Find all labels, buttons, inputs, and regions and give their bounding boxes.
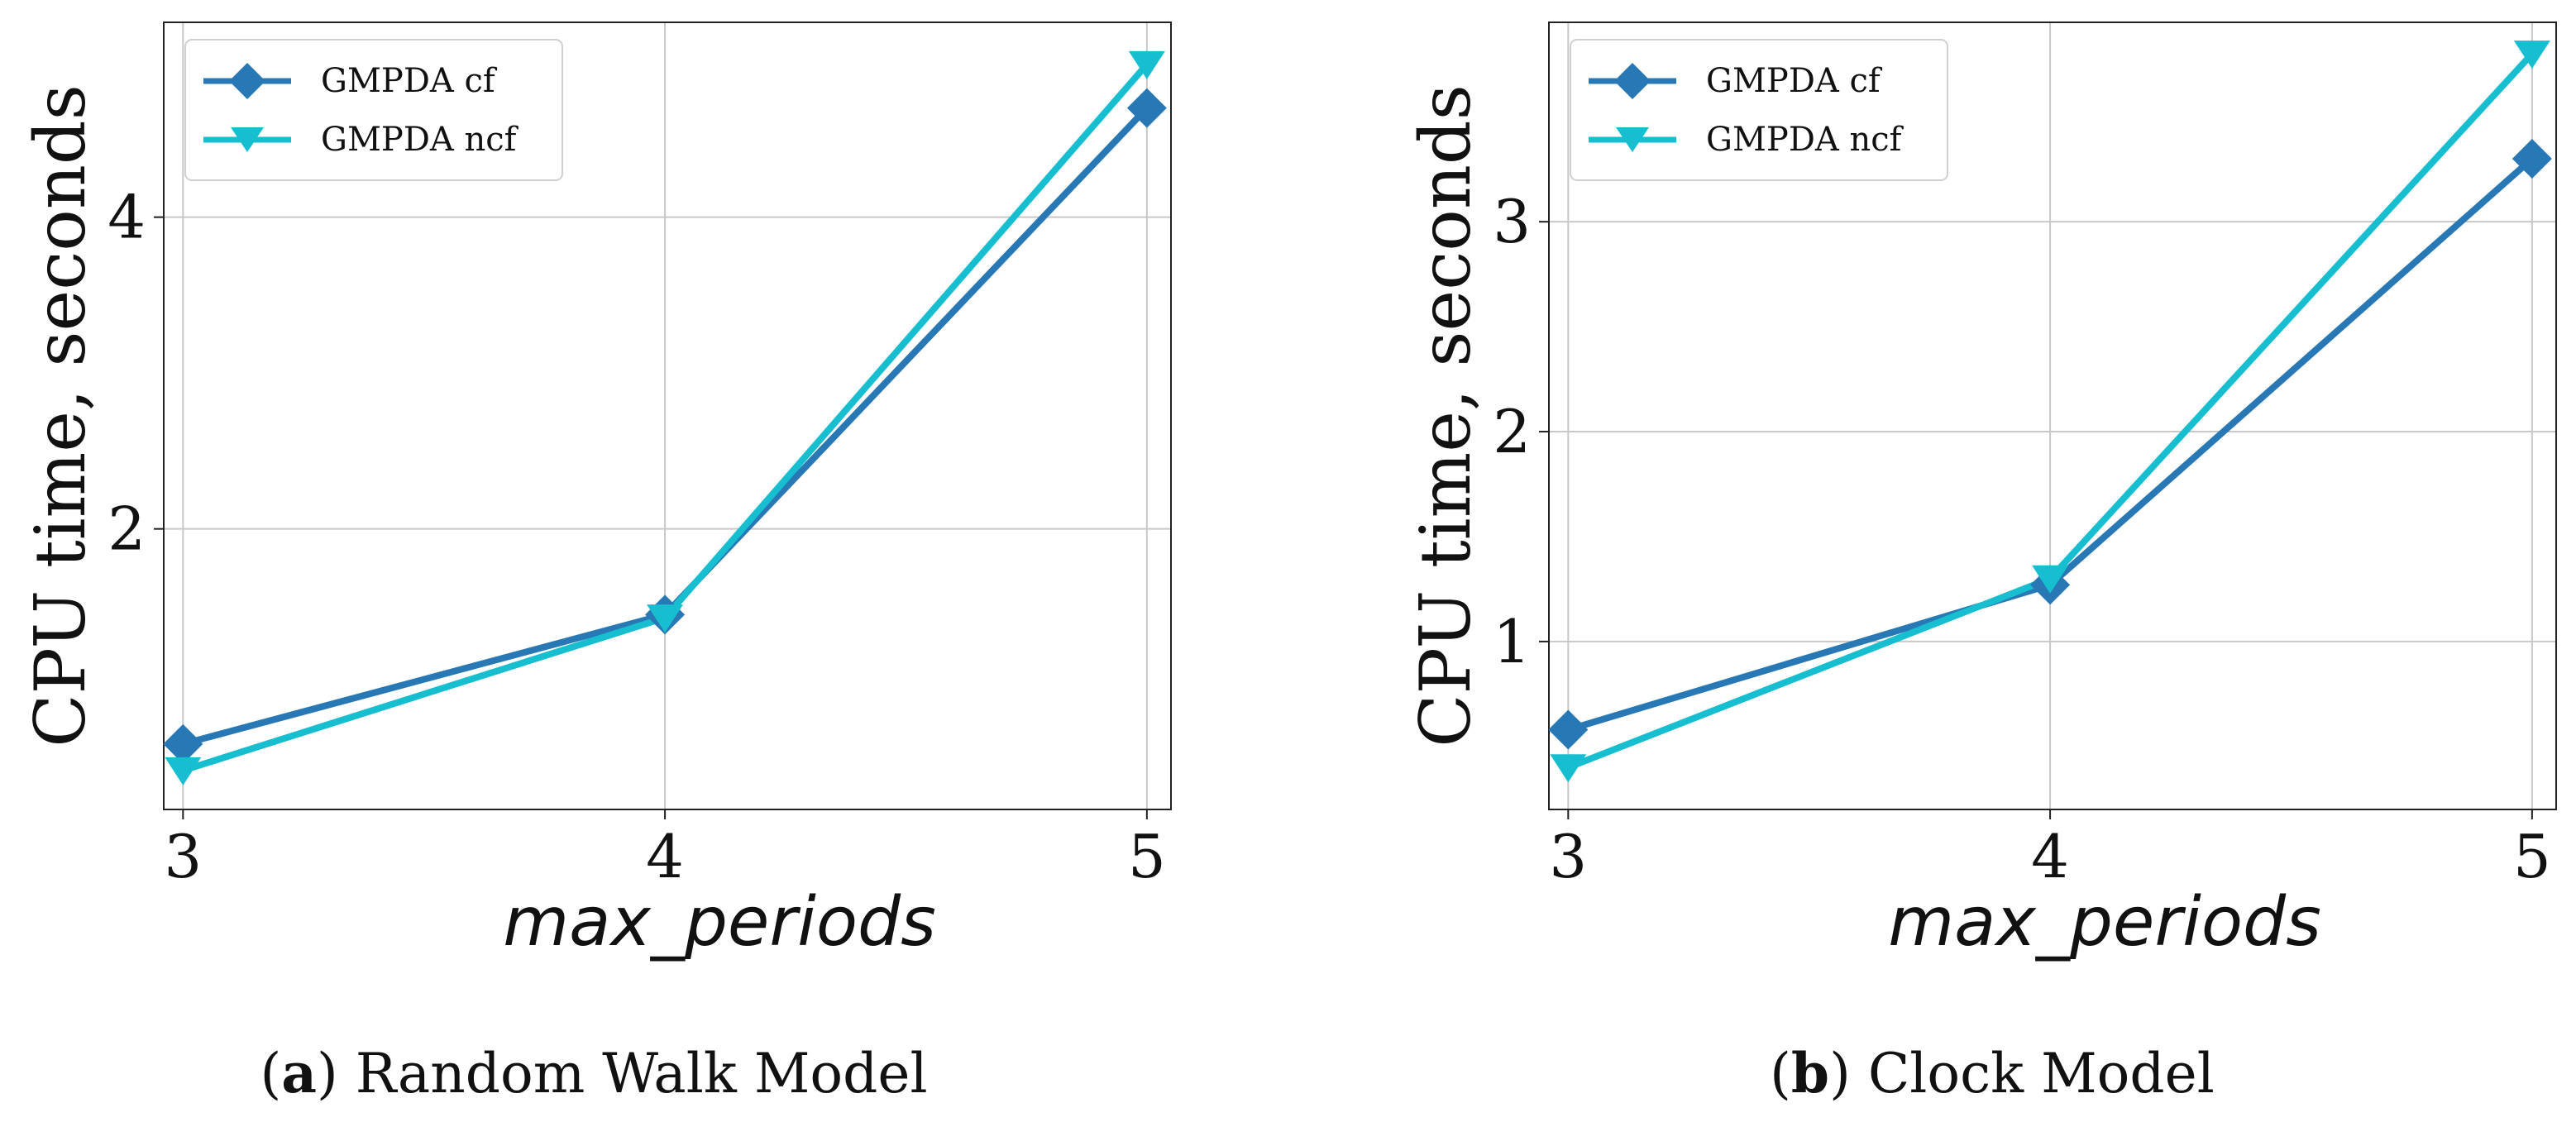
panel-b-legend-box [1570,39,1948,181]
panel-a-plot-frame [163,21,1172,810]
panel-a-point-gmpda-ncf-x3 [165,757,202,785]
panel-b-plot-frame [1548,21,2557,810]
panel-a-x-tick-label: 4 [646,822,684,891]
panel-a-point-gmpda-ncf-x4 [647,604,684,633]
panel-a-legend-label-cf: GMPDA cf [321,62,498,100]
panel-b-caption-label: b [1791,1041,1829,1105]
panel-b-y-tick-label: 2 [1493,397,1531,466]
panel-a-caption-label: a [281,1041,317,1105]
panel-a-legend-marker-cf [229,63,265,99]
panel-b-x-axis-label: max_periods [1888,883,2321,962]
panel-b-y-tick-label: 1 [1493,607,1531,676]
panel-b-point-gmpda-cf-x3 [1548,709,1589,750]
panel-b-point-gmpda-ncf-x3 [1550,754,1587,783]
panel-b-legend: GMPDA cf GMPDA ncf [1570,39,1948,181]
panel-a-y-tick-label: 4 [108,183,146,252]
panel-b-caption: (b) Clock Model [1770,1041,2215,1105]
panel-a-y-axis-label: CPU time, seconds [20,84,101,747]
panel-b-point-gmpda-ncf-x4 [2032,565,2069,594]
panel-b-y-axis-label: CPU time, seconds [1405,84,1486,747]
panel-b-x-tick-label: 4 [2031,822,2069,891]
panel-a-grid [164,22,1171,809]
panel-a-point-gmpda-cf-x3 [163,723,203,764]
panel-a-legend: GMPDA cf GMPDA ncf [184,39,563,181]
panel-b-x-tick-label: 3 [1549,822,1587,891]
panel-a-x-axis-label: max_periods [503,883,936,962]
panel-b-x-tick-label: 5 [2513,822,2551,891]
panel-b-y-tick-label: 3 [1493,187,1531,256]
panel-b-legend-marker-ncf [1616,127,1649,152]
panel-b-point-gmpda-ncf-x5 [2513,41,2550,69]
panel-a-y-tick-label: 2 [108,494,146,564]
panel-a-legend-label-ncf: GMPDA ncf [321,121,519,159]
panel-a-x-tick-label: 5 [1128,822,1166,891]
panel-a: 3 4 5 2 4 CPU time, seconds max_periods GMP… [20,21,1172,1105]
panel-b-legend-label-ncf: GMPDA ncf [1706,121,1905,159]
panel-b-legend-label-cf: GMPDA cf [1706,62,1883,100]
panel-b-caption-text: Clock Model [1868,1042,2215,1105]
panel-b: 3 4 5 1 2 3 CPU time, seconds max_periods GM… [1405,21,2557,1105]
panel-b-legend-marker-cf [1614,63,1651,99]
panel-a-point-gmpda-cf-x5 [1126,88,1167,128]
panel-a-caption-text: Random Walk Model [356,1042,928,1105]
panel-a-point-gmpda-ncf-x5 [1128,50,1165,79]
panel-a-x-tick-label: 3 [164,822,202,891]
panel-a-caption: (a) Random Walk Model [260,1041,927,1105]
panel-b-point-gmpda-cf-x5 [2511,139,2552,179]
panel-a-legend-marker-ncf [231,127,264,152]
panel-a-legend-box [184,39,563,181]
